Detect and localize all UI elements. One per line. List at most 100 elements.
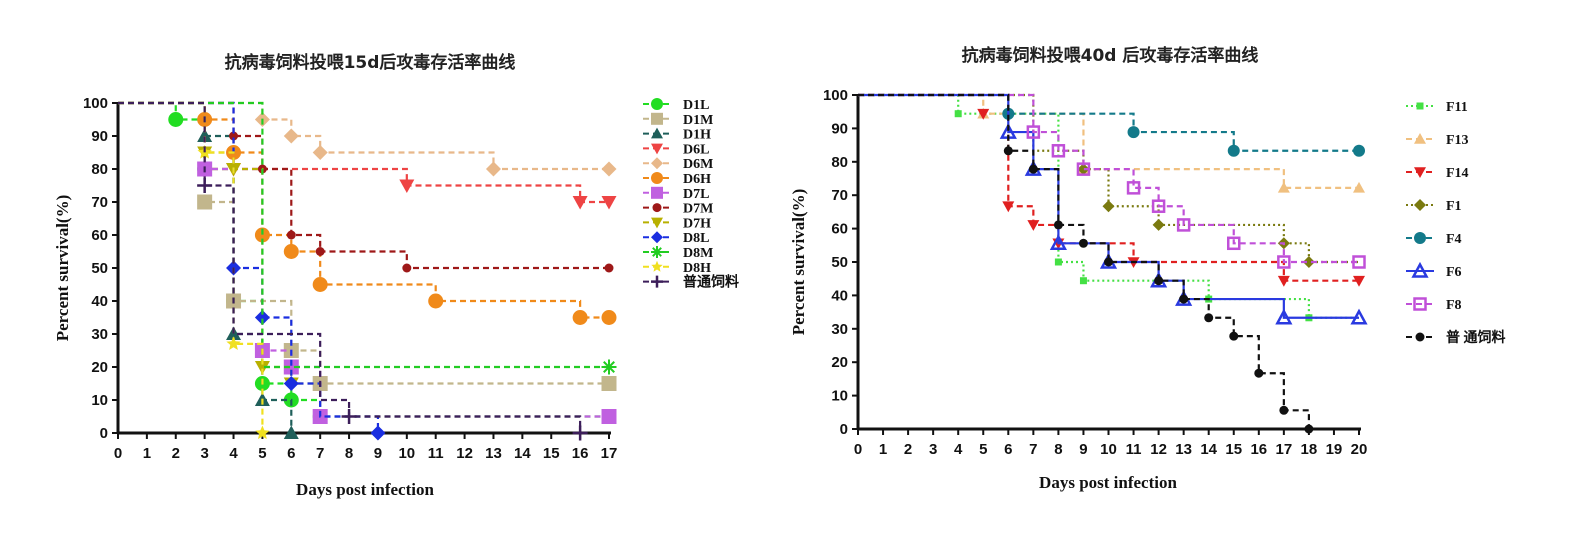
series-line-D1H	[118, 101, 293, 433]
legend-item-F8: F8	[1406, 297, 1462, 313]
data-point-普 通饲料	[1104, 257, 1113, 267]
data-point-F6	[1350, 308, 1368, 325]
series-line-D1M	[118, 101, 609, 385]
x-tick-label: 13	[485, 445, 502, 462]
series-D8H	[118, 101, 270, 440]
data-point-F14	[1002, 201, 1015, 213]
legend-label: D1H	[683, 128, 711, 143]
legend-label: D8M	[683, 246, 713, 261]
legend-marker-D7M	[652, 203, 662, 213]
chart-15d-title: 抗病毒饲料投喂15d后攻毒存活率曲线	[225, 52, 516, 73]
data-point-普通饲料	[341, 409, 357, 424]
x-tick-label: 19	[1326, 441, 1343, 458]
series-普 通饲料	[858, 93, 1314, 434]
chart-15d-xlabel: Days post infection	[296, 480, 434, 499]
legend-item-F1: F1	[1406, 199, 1462, 214]
y-tick-label: 10	[91, 392, 108, 409]
legend-item-D7L: D7L	[643, 186, 709, 202]
data-point-D6L	[399, 179, 415, 193]
x-tick-label: 6	[287, 445, 295, 462]
chart-15d-ylabel: Percent survival(%)	[53, 195, 72, 342]
y-tick-label: 90	[91, 128, 108, 145]
chart-15d: 抗病毒饲料投喂15d后攻毒存活率曲线 Days post infection P…	[53, 52, 739, 499]
y-tick-label: 20	[831, 354, 848, 371]
y-tick-label: 70	[831, 187, 848, 204]
series-D1L	[118, 101, 617, 424]
x-tick-label: 9	[1079, 441, 1087, 458]
data-point-F6	[1049, 234, 1067, 251]
data-point-F11	[954, 110, 962, 118]
y-tick-label: 60	[91, 227, 108, 244]
legend-label: F8	[1446, 298, 1462, 313]
data-point-F8	[1352, 255, 1366, 269]
legend-marker-D1H	[651, 127, 663, 139]
legend-marker-D1M	[651, 112, 663, 125]
x-tick-label: 8	[345, 445, 353, 462]
series-line-D6H	[118, 101, 609, 319]
legend-label: D6H	[683, 172, 711, 187]
data-point-F8	[1026, 125, 1041, 139]
x-tick-label: 9	[374, 445, 382, 462]
series-D7M	[118, 101, 614, 273]
series-line-D1L	[118, 101, 609, 418]
y-tick-label: 30	[831, 321, 848, 338]
legend-label: D8H	[683, 261, 711, 276]
series-line-D8H	[118, 101, 264, 433]
legend-item-D7M: D7M	[643, 202, 713, 217]
chart-40d-ylabel: Percent survival(%)	[789, 189, 808, 336]
y-tick-label: 20	[91, 359, 108, 376]
data-point-D6H	[283, 244, 299, 259]
data-point-普通饲料	[572, 425, 588, 441]
data-point-普 通饲料	[1254, 368, 1264, 378]
data-point-F4	[1127, 126, 1140, 139]
data-point-F14	[1353, 275, 1365, 287]
x-tick-label: 12	[1150, 441, 1167, 458]
data-point-F1	[1152, 218, 1165, 231]
y-tick-label: 80	[831, 154, 848, 171]
x-tick-label: 12	[456, 445, 473, 462]
legend-marker-D7H	[651, 217, 663, 229]
x-tick-label: 3	[929, 441, 937, 458]
series-line-F14	[858, 93, 1359, 282]
legend-marker-F6	[1411, 261, 1429, 278]
legend-label: D1L	[683, 98, 709, 113]
legend-marker-D1L	[651, 98, 663, 110]
legend-marker-D6H	[651, 172, 663, 184]
legend-marker-D6M	[651, 157, 663, 170]
legend-marker-D8H	[651, 260, 663, 272]
series-line-D6M	[118, 101, 609, 171]
legend-marker-F11	[1416, 102, 1424, 110]
y-tick-label: 70	[91, 194, 108, 211]
series-line-D6L	[118, 101, 609, 204]
data-point-F8	[1126, 181, 1141, 195]
y-tick-label: 100	[823, 87, 848, 104]
x-tick-label: 16	[1250, 441, 1267, 458]
y-tick-label: 0	[100, 425, 108, 442]
legend-item-D6H: D6H	[643, 172, 711, 187]
x-tick-label: 14	[1200, 441, 1217, 458]
legend-item-F4: F4	[1406, 232, 1462, 247]
legend-marker-普 通饲料	[1415, 332, 1425, 342]
series-D6H	[118, 101, 617, 325]
data-point-D6H	[254, 227, 270, 243]
data-point-F8	[1176, 218, 1191, 232]
legend-item-F14: F14	[1406, 166, 1469, 181]
legend-marker-D8L	[651, 231, 663, 244]
data-point-F8	[1076, 162, 1091, 176]
x-tick-label: 15	[1225, 441, 1242, 458]
legend-label: D8L	[683, 231, 709, 246]
data-point-F4	[1353, 144, 1365, 157]
data-point-D6M	[312, 145, 328, 160]
legend-item-D7H: D7H	[643, 216, 711, 231]
data-point-普 通饲料	[1003, 146, 1013, 156]
x-tick-label: 17	[601, 445, 618, 462]
x-tick-label: 0	[854, 441, 862, 458]
series-F6	[858, 93, 1368, 325]
series-F13	[858, 93, 1365, 193]
legend-label: 普通饲料	[683, 274, 739, 291]
data-point-F8	[1277, 255, 1291, 269]
data-point-D1L	[168, 112, 184, 127]
legend-marker-F4	[1414, 232, 1426, 244]
series-line-F4	[858, 93, 1359, 152]
legend-item-D6M: D6M	[643, 157, 713, 172]
